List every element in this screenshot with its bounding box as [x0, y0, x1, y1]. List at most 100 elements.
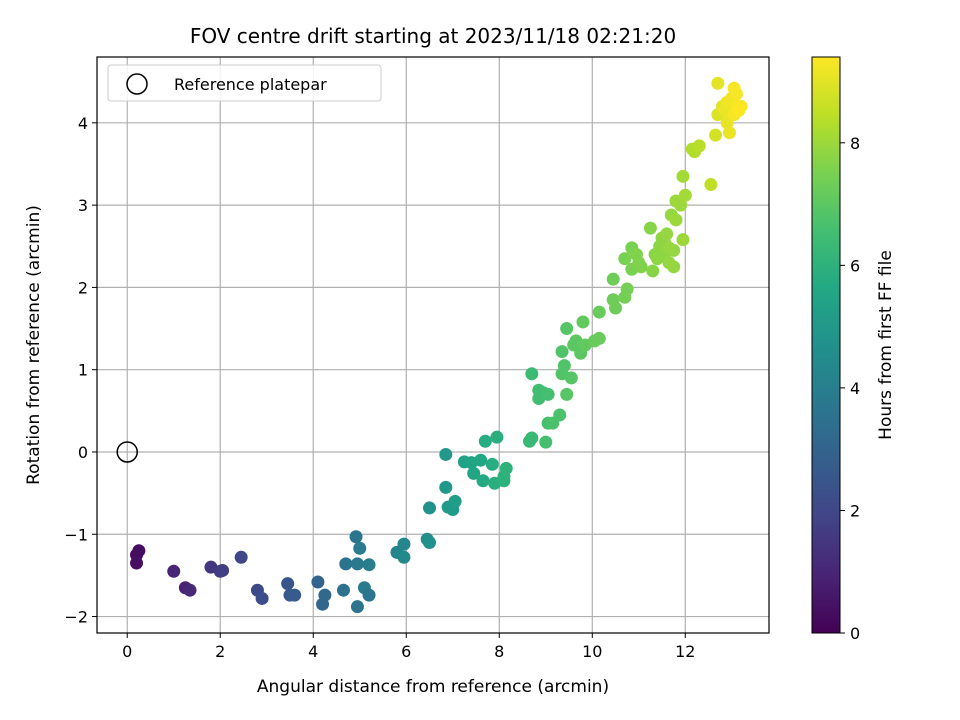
data-point [711, 76, 725, 90]
colorbar-gradient [811, 56, 841, 634]
x-tick-label: 4 [308, 642, 318, 661]
x-tick-label: 8 [494, 642, 504, 661]
data-point [525, 367, 539, 381]
y-axis-title: Rotation from reference (arcmin) [24, 205, 44, 485]
data-point [362, 558, 376, 572]
data-point [667, 243, 681, 257]
data-point [476, 474, 490, 488]
data-point [643, 221, 657, 235]
y-tick-label: 4 [78, 114, 88, 133]
data-point [423, 501, 437, 515]
data-point [490, 430, 504, 444]
x-axis-title: Angular distance from reference (arcmin) [257, 677, 609, 697]
y-tick-label: −2 [64, 608, 88, 627]
data-point [676, 233, 690, 247]
data-point [311, 575, 325, 589]
data-point [318, 588, 332, 602]
data-point [618, 252, 632, 266]
data-point [557, 359, 571, 373]
data-point [539, 435, 553, 449]
data-point [439, 480, 453, 494]
data-point [606, 272, 620, 286]
data-point [336, 583, 350, 597]
chart-title: FOV centre drift starting at 2023/11/18 … [190, 24, 676, 48]
data-point [676, 169, 690, 183]
data-point [592, 331, 606, 345]
data-point [467, 466, 481, 480]
data-point [497, 470, 511, 484]
data-points [130, 76, 748, 614]
x-tick-label: 0 [122, 642, 132, 661]
data-point [167, 564, 181, 578]
data-point [362, 588, 376, 602]
legend-marker [126, 73, 148, 95]
x-tick-label: 12 [675, 642, 695, 661]
data-point [692, 139, 706, 153]
data-point [646, 264, 660, 278]
data-point [734, 99, 748, 113]
data-point [423, 535, 437, 549]
data-point [709, 128, 723, 142]
colorbar-ticks: 0 2 4 6 8 [840, 134, 860, 643]
y-tick-label: 0 [78, 443, 88, 462]
data-point [674, 198, 688, 212]
data-point [525, 431, 539, 445]
data-point [349, 530, 363, 544]
data-point [555, 345, 569, 359]
data-point [564, 371, 578, 385]
data-point [560, 387, 574, 401]
data-point [592, 305, 606, 319]
x-tick-label: 10 [582, 642, 602, 661]
data-point [634, 260, 648, 274]
legend: Reference platepar [107, 64, 382, 102]
data-point [234, 550, 248, 564]
data-point [216, 563, 230, 577]
data-point [439, 447, 453, 461]
data-point [609, 301, 623, 315]
data-point [660, 227, 674, 241]
data-point [669, 213, 683, 227]
y-axis-ticks: −2 −1 0 1 2 3 4 [64, 114, 97, 627]
data-point [576, 315, 590, 329]
data-point [130, 556, 144, 570]
data-point [288, 588, 302, 602]
y-tick-label: −1 [64, 525, 88, 544]
legend-label-reference-platepar: Reference platepar [174, 75, 327, 94]
data-point [132, 544, 146, 558]
data-point [183, 583, 197, 597]
data-point [620, 282, 634, 296]
colorbar-tick-label: 0 [850, 624, 860, 643]
data-point [553, 408, 567, 422]
data-point [560, 322, 574, 336]
colorbar-tick-label: 4 [850, 379, 860, 398]
data-point [729, 87, 743, 101]
x-tick-label: 2 [215, 642, 225, 661]
data-point [353, 541, 367, 555]
data-point [722, 126, 736, 140]
y-tick-label: 1 [78, 361, 88, 380]
x-axis-ticks: 0 2 4 6 8 10 12 [122, 633, 695, 661]
data-point [339, 557, 353, 571]
x-tick-label: 6 [401, 642, 411, 661]
colorbar-tick-label: 2 [850, 501, 860, 520]
colorbar-tick-label: 6 [850, 256, 860, 275]
y-tick-label: 3 [78, 196, 88, 215]
data-point [350, 600, 364, 614]
legend-box [107, 64, 382, 102]
plot-frame [96, 56, 770, 634]
data-point [397, 537, 411, 551]
data-point [281, 577, 295, 591]
colorbar: 0 2 4 6 8 Hours from first FF file [811, 56, 896, 643]
data-point [255, 591, 269, 605]
data-point [704, 178, 718, 192]
reference-platepar-marker [116, 441, 138, 463]
data-point [667, 260, 681, 274]
data-point [448, 494, 462, 508]
y-tick-label: 2 [78, 278, 88, 297]
colorbar-tick-label: 8 [850, 134, 860, 153]
data-point [350, 557, 364, 571]
data-point [397, 550, 411, 564]
data-point [478, 434, 492, 448]
data-point [474, 453, 488, 467]
